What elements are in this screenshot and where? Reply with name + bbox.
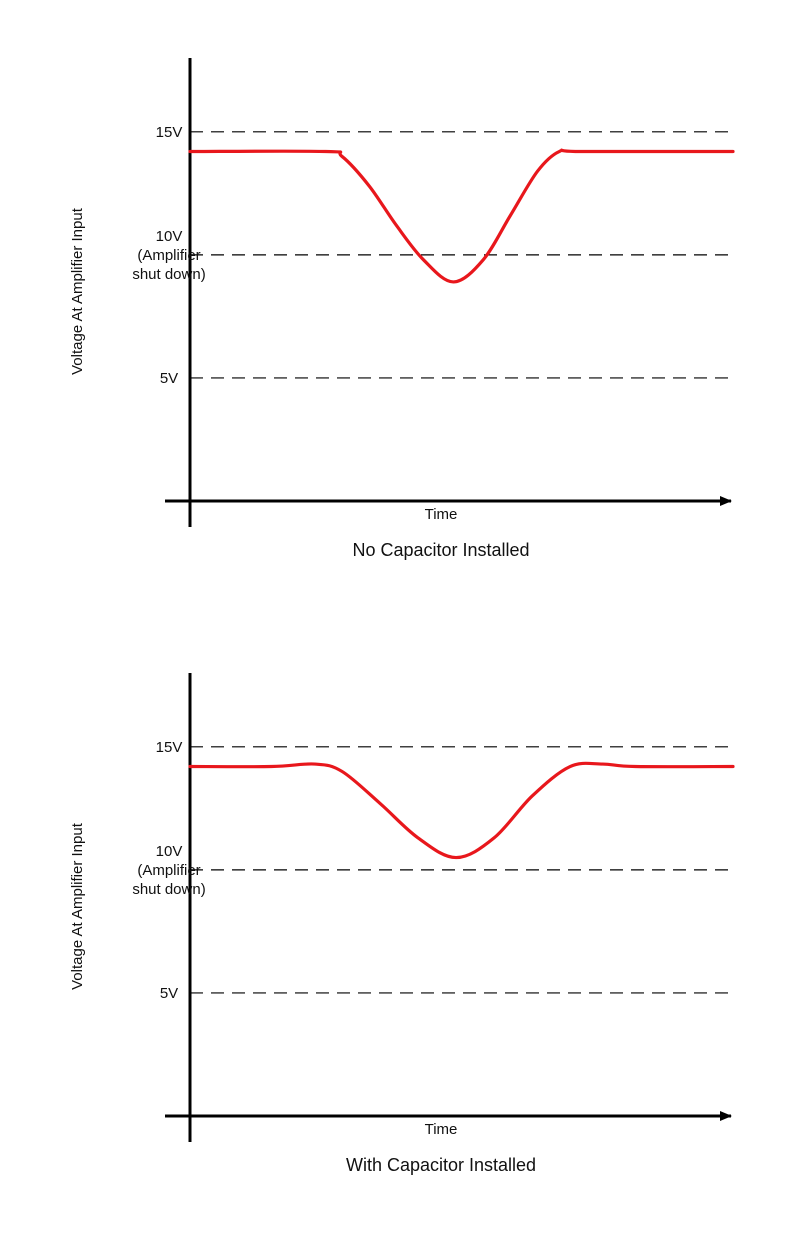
y-tick-label: 10V (Amplifier shut down) xyxy=(132,843,205,898)
chart-panel-1: 15V 10V (Amplifier shut down) 5V Voltage At A… xyxy=(69,58,735,560)
y-axis-label: Voltage At Amplifier Input xyxy=(69,207,86,375)
chart-caption: With Capacitor Installed xyxy=(346,1155,536,1175)
y-axis-label: Voltage At Amplifier Input xyxy=(69,822,86,990)
chart-panel-2: 15V 10V (Amplifier shut down) 5V Voltage At A… xyxy=(69,673,735,1175)
y-tick-line: 15V xyxy=(156,124,183,141)
y-tick-line: shut down) xyxy=(132,266,205,283)
chart-caption: No Capacitor Installed xyxy=(352,540,529,560)
y-tick-line: 5V xyxy=(160,370,178,387)
y-tick-line: 10V xyxy=(156,843,183,860)
y-tick-line: 15V xyxy=(156,739,183,756)
y-tick-line: shut down) xyxy=(132,881,205,898)
y-tick-line: (Amplifier xyxy=(137,247,200,264)
y-tick-label: 15V xyxy=(156,739,183,756)
x-axis-label: Time xyxy=(425,1121,458,1138)
y-tick-line: 5V xyxy=(160,985,178,1002)
voltage-curve xyxy=(188,148,735,284)
y-tick-label: 5V xyxy=(160,985,178,1002)
y-tick-line: 10V xyxy=(156,228,183,245)
y-tick-label: 15V xyxy=(156,124,183,141)
y-tick-label: 10V (Amplifier shut down) xyxy=(132,228,205,283)
voltage-curve xyxy=(188,761,735,860)
x-axis-label: Time xyxy=(425,506,458,523)
y-tick-line: (Amplifier xyxy=(137,862,200,879)
y-tick-label: 5V xyxy=(160,370,178,387)
